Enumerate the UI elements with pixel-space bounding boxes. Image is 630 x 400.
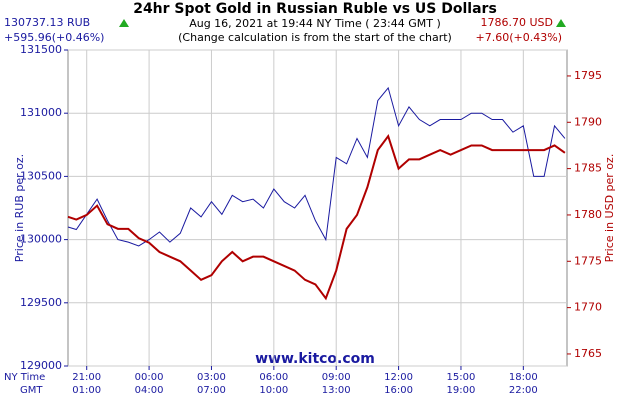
y2-axis-label: Price in USD per oz.	[603, 154, 616, 263]
x-tick-label-gmt: 07:00	[197, 385, 226, 396]
y-tick-label: 129500	[20, 296, 62, 309]
plot-area	[67, 49, 568, 367]
note: (Change calculation is from the start of…	[178, 31, 452, 44]
x-tick-label: 03:00	[197, 372, 226, 383]
x-tick-label-gmt: 01:00	[72, 385, 101, 396]
x-tick-label: 15:00	[447, 372, 476, 383]
y2-tick-label: 1795	[574, 69, 602, 82]
y2-tick-label: 1790	[574, 115, 602, 128]
x-row-label: GMT	[20, 385, 43, 396]
x-tick-label-gmt: 19:00	[447, 385, 476, 396]
y2-tick-label: 1770	[574, 301, 602, 314]
y2-tick-label: 1780	[574, 208, 602, 221]
x-tick-label: 00:00	[135, 372, 164, 383]
x-tick-label: 09:00	[322, 372, 351, 383]
y-tick-label: 131500	[20, 43, 62, 56]
x-tick-label-gmt: 16:00	[384, 385, 413, 396]
x-tick-label-gmt: 04:00	[135, 385, 164, 396]
subtitle: Aug 16, 2021 at 19:44 NY Time ( 23:44 GM…	[189, 17, 441, 30]
line-series	[67, 134, 566, 301]
x-tick-label: 21:00	[72, 372, 101, 383]
y-tick-label: 129000	[20, 359, 62, 372]
y-tick-label: 131000	[20, 106, 62, 119]
up-icon	[556, 19, 566, 27]
y-axis-label: Price in RUB per oz.	[13, 154, 26, 262]
price-rub: 130737.13 RUB	[4, 16, 90, 29]
x-tick-label-gmt: 10:00	[259, 385, 288, 396]
y-tick-label: 130500	[20, 169, 62, 182]
y2-tick-label: 1765	[574, 347, 602, 360]
chart-title: 24hr Spot Gold in Russian Ruble vs US Do…	[133, 1, 497, 17]
y2-tick-label: 1785	[574, 162, 602, 175]
x-tick-label: 18:00	[509, 372, 538, 383]
watermark: www.kitco.com	[255, 351, 375, 367]
x-tick-label: 12:00	[384, 372, 413, 383]
y2-tick-label: 1775	[574, 254, 602, 267]
change-usd: +7.60(+0.43%)	[476, 31, 562, 44]
x-tick-label-gmt: 13:00	[322, 385, 351, 396]
line-series	[67, 86, 566, 247]
x-tick-label-gmt: 22:00	[509, 385, 538, 396]
price-usd: 1786.70 USD	[481, 16, 554, 29]
y-tick-label: 130000	[20, 233, 62, 246]
change-rub: +595.96(+0.46%)	[4, 31, 104, 44]
up-icon	[119, 19, 129, 27]
x-tick-label: 06:00	[259, 372, 288, 383]
x-row-label: NY Time	[4, 372, 45, 383]
